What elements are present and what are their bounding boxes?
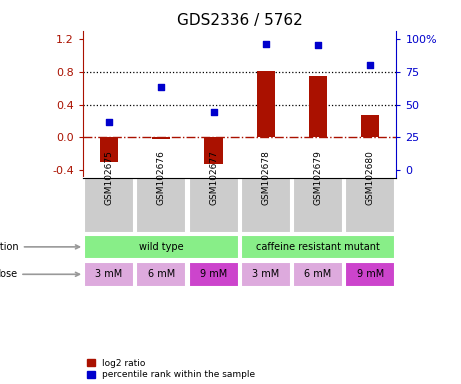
Bar [345, 178, 396, 233]
Text: genotype/variation: genotype/variation [0, 242, 79, 252]
Text: 9 mM: 9 mM [357, 269, 384, 279]
Text: 6 mM: 6 mM [148, 269, 175, 279]
Bar [136, 262, 186, 286]
Bar [84, 178, 134, 233]
Bar [204, 137, 223, 164]
Bar [152, 137, 171, 139]
Text: 3 mM: 3 mM [252, 269, 279, 279]
Legend: log2 ratio, percentile rank within the sample: log2 ratio, percentile rank within the s… [88, 359, 255, 379]
Point [366, 62, 374, 68]
Bar [100, 137, 118, 162]
Title: GDS2336 / 5762: GDS2336 / 5762 [177, 13, 302, 28]
Point [314, 42, 322, 48]
Bar [293, 178, 343, 233]
Text: dose: dose [0, 269, 79, 279]
Bar [241, 178, 291, 233]
Text: GSM102680: GSM102680 [366, 150, 375, 205]
Text: 3 mM: 3 mM [95, 269, 123, 279]
Bar [241, 235, 396, 259]
Point [262, 41, 270, 47]
Bar [189, 178, 239, 233]
Point [106, 119, 113, 125]
Point [158, 84, 165, 91]
Text: GSM102676: GSM102676 [157, 150, 166, 205]
Text: GSM102679: GSM102679 [313, 150, 323, 205]
Text: GSM102677: GSM102677 [209, 150, 218, 205]
Bar [84, 235, 239, 259]
Bar [257, 71, 275, 137]
Bar [345, 262, 396, 286]
Bar [136, 178, 186, 233]
Text: GSM102678: GSM102678 [261, 150, 270, 205]
Bar [84, 262, 134, 286]
Point [210, 109, 217, 116]
Bar [309, 76, 327, 137]
Text: GSM102675: GSM102675 [105, 150, 113, 205]
Text: 6 mM: 6 mM [304, 269, 332, 279]
Text: wild type: wild type [139, 242, 183, 252]
Bar [189, 262, 239, 286]
Bar [361, 115, 379, 137]
Text: caffeine resistant mutant: caffeine resistant mutant [256, 242, 380, 252]
Bar [293, 262, 343, 286]
Bar [241, 262, 291, 286]
Text: 9 mM: 9 mM [200, 269, 227, 279]
